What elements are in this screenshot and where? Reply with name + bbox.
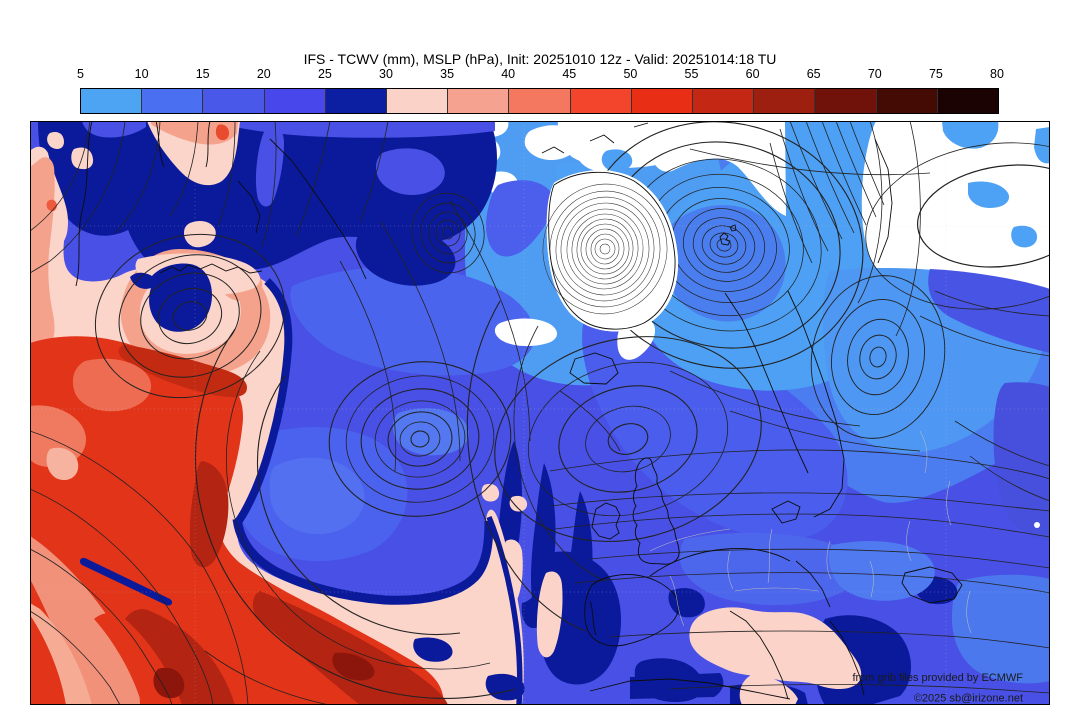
svg-text:©2025 sb@irizone.net: ©2025 sb@irizone.net [914,693,1023,705]
svg-text:from grib files provided by EC: from grib files provided by ECMWF [852,672,1023,684]
